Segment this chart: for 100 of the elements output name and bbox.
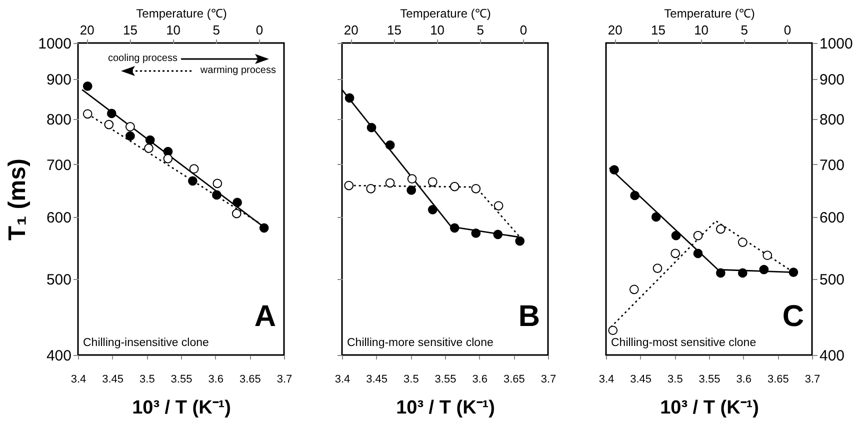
point — [608, 326, 618, 336]
point — [671, 230, 681, 240]
point — [366, 122, 376, 132]
x-axis-title: 10³ / T (K⁻¹) — [132, 398, 231, 418]
point — [450, 223, 460, 233]
x-tick-label: 3.55 — [170, 374, 192, 386]
point — [693, 248, 703, 258]
x2-tick-label: 5 — [740, 22, 748, 38]
x-tick-label: 3.4 — [598, 374, 614, 386]
y2-tick-label: 900 — [820, 71, 845, 88]
x2-tick-label: 0 — [784, 22, 792, 38]
point — [144, 144, 154, 153]
point — [738, 268, 748, 278]
x-axis-title: 10³ / T (K⁻¹) — [660, 398, 759, 418]
point — [145, 135, 155, 145]
annotation: Chilling-most sensitive clone — [611, 337, 756, 349]
x-tick-label: 3.4 — [70, 374, 86, 386]
point — [716, 224, 726, 234]
x2-tick-label: 15 — [122, 22, 138, 38]
y-tick-label: 500 — [46, 272, 72, 289]
y-tick-label: 800 — [46, 111, 72, 128]
point — [630, 190, 640, 200]
point — [407, 174, 417, 184]
annotation: warming process — [199, 65, 276, 76]
x-tick-label: 3.5 — [404, 374, 419, 386]
point — [670, 248, 680, 258]
x2-tick-label: 20 — [344, 22, 358, 38]
point — [366, 184, 376, 194]
point — [762, 250, 772, 260]
point — [82, 81, 92, 91]
point — [450, 182, 460, 192]
x2-tick-label: 10 — [430, 22, 445, 38]
point — [610, 165, 619, 175]
annotation: B — [518, 300, 540, 333]
point — [515, 236, 525, 246]
x2-tick-label: 10 — [166, 22, 181, 38]
x2-tick-label: 5 — [476, 22, 484, 38]
point — [259, 223, 269, 233]
point — [126, 131, 135, 141]
point — [428, 177, 438, 187]
y2-tick-label: 400 — [820, 348, 845, 364]
y-axis-title: T₁ (ms) — [4, 158, 32, 240]
y-tick-label: 1000 — [38, 36, 72, 52]
point — [471, 184, 481, 194]
point — [428, 204, 438, 214]
y-tick-label: 900 — [46, 71, 72, 88]
point — [126, 122, 135, 132]
x2-tick-label: 20 — [80, 22, 94, 38]
y2-tick-label: 600 — [820, 209, 845, 226]
point — [189, 164, 199, 174]
y-tick-label: 600 — [46, 209, 72, 226]
x-tick-label: 3.45 — [366, 374, 388, 386]
point — [344, 180, 354, 190]
point — [232, 198, 242, 208]
annotation: A — [254, 300, 276, 333]
x-tick-label: 3.55 — [698, 374, 720, 386]
point — [738, 238, 748, 247]
y-tick-label: 400 — [46, 348, 72, 364]
annotation: cooling process — [108, 53, 178, 64]
x-tick-label: 3.5 — [140, 374, 155, 386]
x-tick-label: 3.6 — [208, 374, 224, 386]
point — [406, 186, 416, 195]
x2-tick-label: 15 — [650, 22, 666, 38]
point — [82, 109, 92, 119]
annotation: C — [782, 300, 804, 333]
x-tick-label: 3.6 — [736, 374, 752, 386]
point — [188, 176, 198, 186]
x2-tick-label: 0 — [520, 22, 528, 38]
point — [471, 228, 481, 238]
x2-axis-title: Temperature (℃) — [400, 6, 491, 20]
point — [788, 268, 798, 277]
annotation: Chilling-more sensitive clone — [347, 337, 494, 349]
x-tick-label: 3.55 — [434, 374, 456, 386]
x-tick-label: 3.65 — [503, 374, 525, 386]
x2-axis-title: Temperature (℃) — [136, 6, 227, 20]
x2-tick-label: 0 — [256, 22, 264, 38]
y2-tick-label: 1000 — [820, 36, 853, 52]
point — [212, 190, 222, 200]
x2-tick-label: 15 — [386, 22, 402, 38]
point — [344, 93, 354, 103]
point — [106, 108, 116, 118]
point — [693, 230, 703, 240]
annotation: Chilling-insensitive clone — [83, 337, 209, 349]
point — [493, 230, 503, 240]
x-tick-label: 3.6 — [472, 374, 488, 386]
point — [104, 120, 114, 130]
x-tick-label: 3.65 — [767, 374, 789, 386]
x2-tick-label: 10 — [694, 22, 709, 38]
point — [759, 264, 769, 274]
x-axis-title: 10³ / T (K⁻¹) — [396, 398, 495, 418]
x-tick-label: 3.45 — [102, 374, 124, 386]
x-tick-label: 3.5 — [668, 374, 683, 386]
y2-tick-label: 700 — [820, 156, 845, 174]
x2-axis-title: Temperature (℃) — [664, 6, 755, 20]
point — [494, 201, 504, 210]
x-tick-label: 3.45 — [630, 374, 652, 386]
point — [652, 264, 662, 273]
x-tick-label: 3.65 — [239, 374, 261, 386]
point — [651, 212, 661, 222]
point — [385, 178, 395, 188]
